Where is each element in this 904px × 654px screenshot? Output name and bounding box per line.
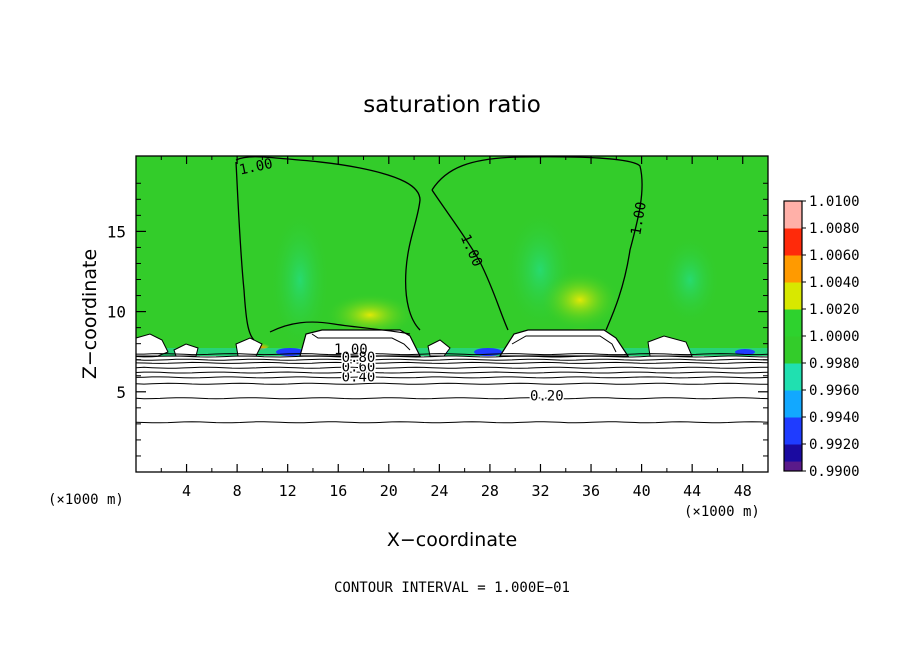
dry-band xyxy=(136,348,768,358)
cloud-patch xyxy=(299,329,421,357)
field-feature xyxy=(270,210,330,350)
contour-line xyxy=(136,355,768,358)
contour-line xyxy=(269,321,411,335)
x-axis: 4 8 12 16 20 24 28 32 36 40 44 48 xyxy=(160,156,752,500)
x-unit-left: (×1000 m) xyxy=(48,492,124,508)
y-axis-label: Z−coordinate xyxy=(79,249,101,379)
subsaturated-region xyxy=(136,356,768,472)
contour-line xyxy=(136,353,768,356)
colorbar: 0.9900 0.9920 0.9940 0.9960 0.9980 1.0000 1.00… xyxy=(783,194,860,480)
colorbar-label: 1.0040 xyxy=(809,275,860,291)
x-tick-label: 4 xyxy=(182,482,191,500)
colorbar-swatch xyxy=(784,363,802,391)
colorbar-swatch xyxy=(784,282,802,310)
contour-interval-note: CONTOUR INTERVAL = 1.000E−01 xyxy=(334,580,570,596)
contour-line xyxy=(235,156,421,331)
contour-label: 1.00 xyxy=(334,342,368,358)
x-tick-label: 24 xyxy=(430,482,448,500)
colorbar-swatch xyxy=(784,228,802,256)
colorbar-swatch xyxy=(784,255,802,283)
field-feature xyxy=(540,270,620,330)
chart-title: saturation ratio xyxy=(363,92,541,118)
x-tick-label: 8 xyxy=(233,482,242,500)
colorbar-swatch xyxy=(784,309,802,337)
plot-frame xyxy=(135,155,769,473)
x-tick-label: 44 xyxy=(683,482,701,500)
contour-line xyxy=(431,156,643,331)
colorbar-label: 1.0020 xyxy=(809,302,860,318)
background-contours xyxy=(136,353,768,424)
contour-line xyxy=(136,366,768,369)
contour-line xyxy=(431,189,509,331)
x-tick-label: 40 xyxy=(633,482,651,500)
contour-line xyxy=(136,361,768,364)
colorbar-label: 1.0100 xyxy=(809,194,860,210)
cloud-patch xyxy=(173,343,199,357)
dry-spot xyxy=(735,349,755,355)
colorbar-label: 1.0060 xyxy=(809,248,860,264)
x-axis-label: X−coordinate xyxy=(387,529,517,551)
contour-line xyxy=(136,358,768,361)
x-tick-label: 16 xyxy=(329,482,347,500)
x-unit-right: (×1000 m) xyxy=(684,504,760,520)
contour-label: 0.20 xyxy=(530,389,564,405)
colorbar-swatch xyxy=(784,390,802,418)
contour-line xyxy=(136,421,768,424)
y-tick-label: 5 xyxy=(116,383,126,402)
contour-line xyxy=(511,335,617,353)
x-tick-label: 36 xyxy=(582,482,600,500)
contour-label: 0.80 xyxy=(342,350,376,366)
contour-label: 0.60 xyxy=(342,360,376,376)
contour-label: 1.00 xyxy=(238,156,274,179)
field-feature xyxy=(660,235,720,325)
x-tick-label: 32 xyxy=(531,482,549,500)
contour-line xyxy=(136,382,768,385)
cloud-patch xyxy=(498,329,630,357)
x-tick-label: 20 xyxy=(380,482,398,500)
colorbar-swatch xyxy=(784,461,802,471)
contour-labels: 1.001.001.000.200.400.600.801.00 xyxy=(238,156,650,406)
contour-label: 0.40 xyxy=(342,369,376,385)
colorbar-label: 1.0000 xyxy=(809,329,860,345)
colorbar-label: 0.9940 xyxy=(809,410,860,426)
y-tick-label: 15 xyxy=(107,222,126,241)
contour-line xyxy=(311,333,411,351)
colorbar-label: 0.9960 xyxy=(809,383,860,399)
colorbar-swatch xyxy=(784,336,802,364)
x-tick-label: 48 xyxy=(734,482,752,500)
colorbar-label: 1.0080 xyxy=(809,221,860,237)
contour-line xyxy=(136,376,768,379)
contour-line xyxy=(136,371,768,374)
y-axis: 5 10 15 xyxy=(107,182,768,457)
y-tick-label: 10 xyxy=(107,303,126,322)
plot-area: 1.001.001.000.200.400.600.801.00 xyxy=(136,156,768,472)
colorbar-swatch xyxy=(784,201,802,229)
contour-line xyxy=(136,397,768,400)
x-tick-label: 12 xyxy=(279,482,297,500)
colorbar-label: 0.9980 xyxy=(809,356,860,372)
contour-line xyxy=(235,161,255,341)
colorbar-swatch xyxy=(784,417,802,445)
x-tick-label: 28 xyxy=(481,482,499,500)
contour-label: 1.00 xyxy=(628,201,650,237)
colorbar-label: 0.9900 xyxy=(809,464,860,480)
cloud-patch xyxy=(136,333,169,357)
colorbar-label: 0.9920 xyxy=(809,437,860,453)
